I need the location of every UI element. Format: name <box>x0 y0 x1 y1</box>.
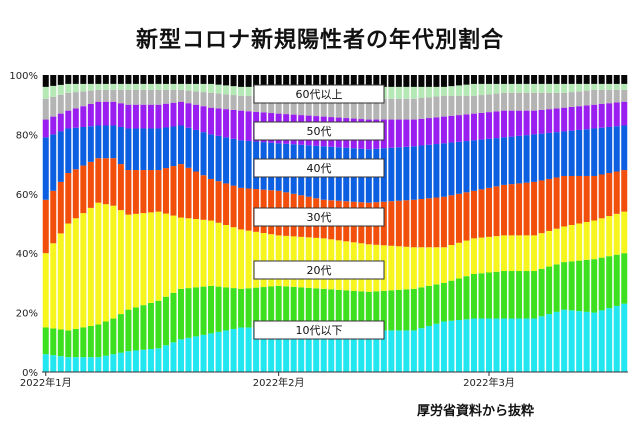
category-label: 60代以上 <box>296 88 343 101</box>
category-label: 10代以下 <box>296 324 343 337</box>
y-tick-label: 100% <box>9 71 38 82</box>
category-label-box <box>253 121 385 141</box>
y-tick-label: 0% <box>22 368 38 379</box>
category-label-box <box>253 320 385 340</box>
chart-title: 新型コロナ新規陽性者の年代別割合 <box>135 28 504 53</box>
x-tick-label: 2022年3月 <box>463 376 515 389</box>
category-label: 30代 <box>307 211 332 224</box>
x-tick-label: 2022年2月 <box>253 376 305 389</box>
category-label: 50代 <box>307 125 332 138</box>
category-label-box <box>253 84 385 104</box>
category-label-box <box>253 260 385 280</box>
category-label: 20代 <box>307 264 332 277</box>
y-tick-label: 80% <box>16 130 38 141</box>
x-tick-label: 2022年1月 <box>20 376 72 389</box>
category-label-box <box>253 207 385 227</box>
category-label: 40代 <box>307 162 332 175</box>
y-tick-label: 40% <box>16 249 38 260</box>
y-tick-label: 20% <box>16 309 38 320</box>
source-note: 厚労省資料から抜粋 <box>417 404 535 419</box>
category-label-box <box>253 158 385 178</box>
y-tick-label: 60% <box>16 190 38 201</box>
